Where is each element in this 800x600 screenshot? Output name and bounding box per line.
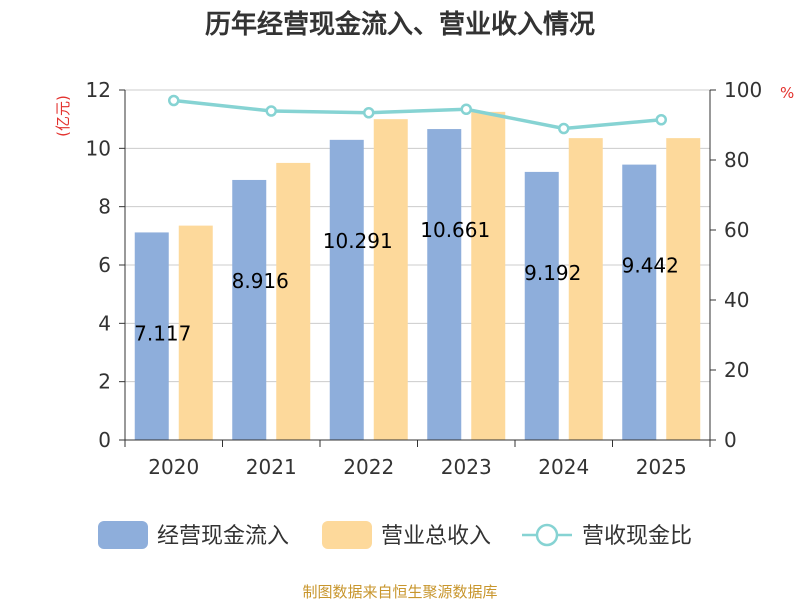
x-tick-label: 2020 [148, 455, 199, 479]
bar-revenue [471, 111, 506, 440]
data-labels: 7.117 8.916 10.291 10.661 9.192 9.442 [134, 218, 679, 345]
left-tick-label: 0 [98, 428, 111, 452]
ratio-point [265, 105, 277, 117]
right-tick-label: 0 [724, 428, 737, 452]
ratio-point [558, 122, 570, 135]
bar-cash-inflow [427, 129, 462, 440]
bar-layer [134, 111, 701, 441]
left-tick-label: 6 [98, 253, 111, 277]
bar-revenue [373, 119, 408, 441]
right-tick-label: 20 [724, 358, 749, 382]
left-tick-label: 2 [98, 370, 111, 394]
left-tick-label: 8 [98, 195, 111, 219]
legend-swatch-revenue [322, 521, 372, 549]
left-axis-unit: (亿元) [54, 95, 72, 137]
ratio-point [655, 114, 667, 126]
bar-revenue [666, 138, 701, 440]
legend-marker-ratio [535, 523, 559, 547]
gridlines [125, 89, 710, 383]
legend-swatch-cash-inflow [98, 521, 148, 549]
x-tick-label: 2024 [538, 455, 589, 479]
bar-cash-inflow [524, 171, 559, 440]
bar-revenue [568, 138, 603, 440]
ratio-point [168, 94, 180, 107]
axes: 0 2 4 6 8 10 12 0 20 40 60 80 100 2020 2021 2022 2023 202… [86, 78, 763, 479]
bar-cash-inflow [622, 164, 657, 440]
ratio-point [363, 107, 375, 119]
right-tick-label: 40 [724, 288, 749, 312]
x-tick-label: 2023 [441, 455, 492, 479]
bar-revenue [178, 225, 213, 440]
data-label: 9.192 [524, 261, 581, 285]
data-label: 10.661 [420, 218, 490, 242]
x-tick-label: 2025 [636, 455, 687, 479]
left-tick-label: 10 [86, 136, 111, 160]
legend: 经营现金流入 营业总收入 营收现金比 [98, 521, 692, 549]
left-tick-label: 4 [98, 311, 111, 335]
legend-label-ratio: 营收现金比 [582, 524, 692, 549]
bar-cash-inflow [232, 179, 267, 440]
line-layer [168, 94, 667, 135]
data-label: 9.442 [622, 254, 679, 278]
right-tick-label: 100 [724, 78, 762, 102]
bar-revenue [276, 162, 311, 440]
right-tick-label: 60 [724, 218, 749, 242]
right-axis-unit: % [780, 84, 794, 102]
x-tick-label: 2022 [343, 455, 394, 479]
data-label: 10.291 [323, 229, 393, 253]
chart-title: 历年经营现金流入、营业收入情况 [205, 9, 595, 40]
left-tick-label: 12 [86, 78, 111, 102]
x-tick-label: 2021 [246, 455, 297, 479]
source-note: 制图数据来自恒生聚源数据库 [302, 583, 497, 600]
right-tick-label: 80 [724, 148, 749, 172]
legend-label-revenue: 营业总收入 [381, 524, 491, 549]
legend-label-cash-inflow: 经营现金流入 [157, 524, 289, 549]
data-label: 7.117 [134, 321, 191, 345]
bar-cash-inflow [329, 139, 364, 441]
bar-cash-inflow [134, 232, 169, 440]
ratio-point [460, 103, 472, 115]
ratio-line [173, 98, 662, 131]
data-label: 8.916 [232, 269, 289, 293]
